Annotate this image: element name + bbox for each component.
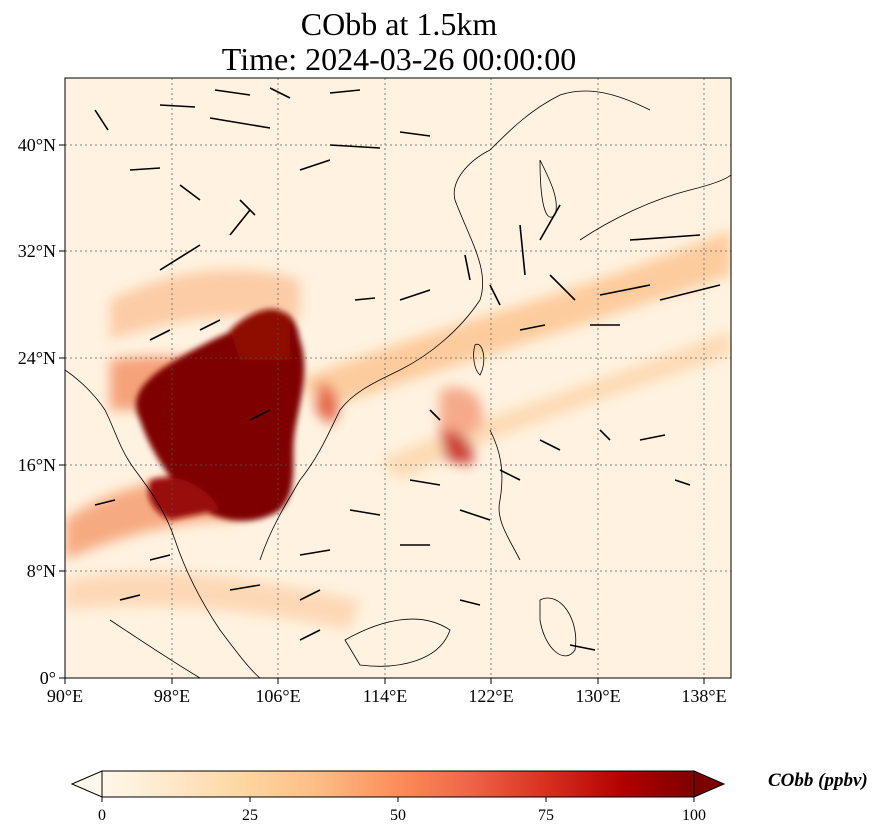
lon-tick-98: 98°E <box>154 686 190 706</box>
lat-tick-40: 40°N <box>18 135 56 155</box>
wind-vectors <box>94 87 721 651</box>
colorbar-gradient <box>101 770 695 798</box>
lat-tick-8: 8°N <box>27 561 56 581</box>
map-time: Time: 2024-03-26 00:00:00 <box>221 41 577 77</box>
lat-tick-32: 32°N <box>18 241 56 261</box>
lat-tick-0: 0° <box>40 668 56 688</box>
colorbar: 0 25 50 75 100 <box>70 770 726 824</box>
colorbar-tick-0: 0 <box>98 807 106 824</box>
lon-tick-130: 130°E <box>575 686 620 706</box>
lat-tick-16: 16°N <box>18 455 56 475</box>
map-frame <box>64 77 732 679</box>
lon-tick-106: 106°E <box>255 686 300 706</box>
colorbar-tick-25: 25 <box>242 807 258 824</box>
colorbar-extend-min <box>70 770 103 798</box>
lat-tick-24: 24°N <box>18 348 56 368</box>
lon-tick-90: 90°E <box>47 686 83 706</box>
colorbar-tick-100: 100 <box>682 807 706 824</box>
colorbar-label: CObb (ppbv) <box>768 770 868 791</box>
map-title: CObb at 1.5km <box>300 6 498 42</box>
lon-tick-122: 122°E <box>468 686 513 706</box>
colorbar-tick-75: 75 <box>538 807 554 824</box>
concentration-field <box>65 78 731 678</box>
lon-tick-114: 114°E <box>363 686 408 706</box>
lon-tick-138: 138°E <box>681 686 726 706</box>
colorbar-extend-max <box>693 770 726 798</box>
gridlines <box>65 78 731 678</box>
colorbar-tick-50: 50 <box>390 807 406 824</box>
